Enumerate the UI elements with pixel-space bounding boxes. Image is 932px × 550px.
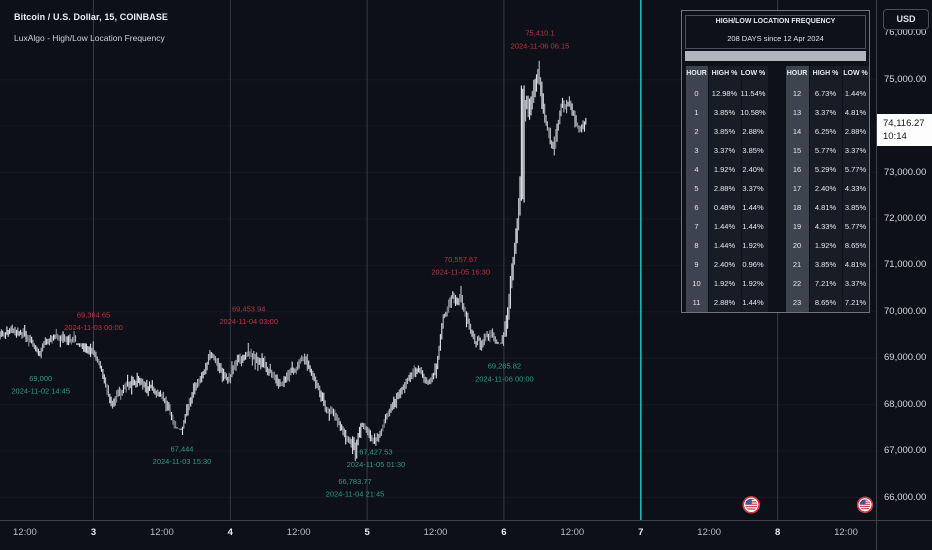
svg-text:70,557.67: 70,557.67 — [444, 255, 477, 264]
svg-text:75,410.1: 75,410.1 — [525, 29, 554, 38]
svg-text:2024-11-04 21:45: 2024-11-04 21:45 — [326, 489, 385, 498]
svg-text:69,285.82: 69,285.82 — [488, 362, 521, 371]
svg-text:2024-11-05 01:30: 2024-11-05 01:30 — [347, 460, 406, 469]
svg-text:67,444: 67,444 — [171, 445, 194, 454]
svg-text:69,453.94: 69,453.94 — [232, 304, 265, 313]
svg-text:2024-11-02 14:45: 2024-11-02 14:45 — [11, 387, 70, 396]
svg-text:2024-11-05 16:30: 2024-11-05 16:30 — [431, 268, 490, 277]
svg-text:2024-11-03 00:00: 2024-11-03 00:00 — [64, 323, 123, 332]
svg-text:69,000: 69,000 — [29, 374, 52, 383]
svg-text:2024-11-03 15:30: 2024-11-03 15:30 — [153, 457, 212, 466]
svg-text:67,427.53: 67,427.53 — [359, 447, 392, 456]
svg-text:2024-11-04 03:00: 2024-11-04 03:00 — [219, 317, 278, 326]
svg-text:2024-11-06 06:15: 2024-11-06 06:15 — [511, 41, 570, 50]
svg-text:69,364.65: 69,364.65 — [77, 311, 110, 320]
svg-text:2024-11-06 00:00: 2024-11-06 00:00 — [475, 374, 534, 383]
svg-text:66,783.77: 66,783.77 — [338, 477, 371, 486]
